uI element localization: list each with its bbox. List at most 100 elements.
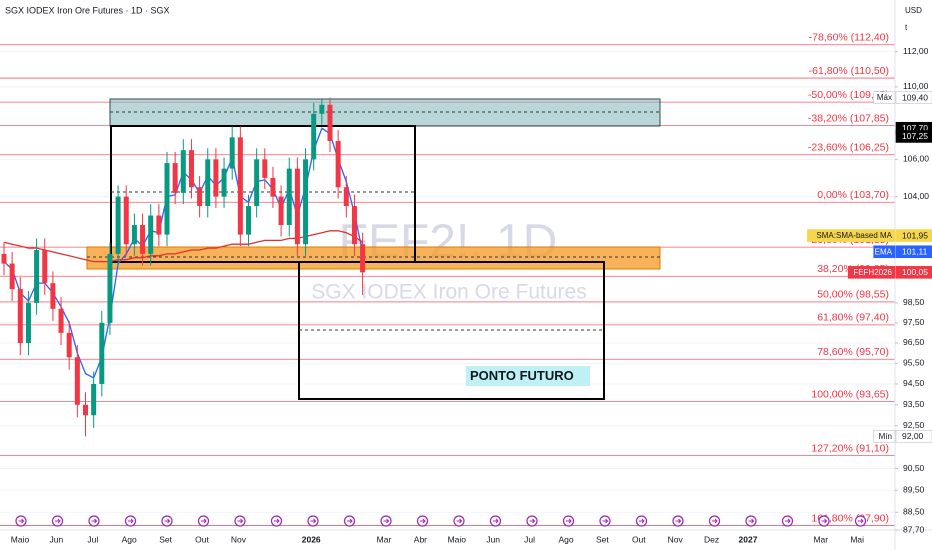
- range-box: [110, 125, 416, 263]
- currency: USD: [905, 6, 922, 15]
- fib-label: 78,60% (95,70): [817, 346, 889, 358]
- price-badge: [895, 430, 932, 443]
- price-badge-name: SMA:SMA-based MA: [816, 231, 892, 240]
- x-tick-label: Jul: [87, 534, 98, 544]
- price-badge-label: 107,25: [902, 131, 928, 141]
- price-badge: [895, 229, 932, 242]
- fib-label: 0,00% (103,70): [817, 189, 889, 201]
- candle-body: [229, 137, 235, 169]
- candle-body: [99, 322, 105, 384]
- price-badge: [895, 91, 932, 104]
- price-badge-tag: [873, 430, 896, 443]
- candle-body: [246, 206, 251, 235]
- fib-label: 127,20% (91,10): [811, 442, 889, 454]
- x-tick-label: 2027: [739, 534, 758, 544]
- event-icon-arrow: [858, 518, 864, 524]
- price-badge-label: 101,95: [902, 230, 928, 240]
- candle-body: [213, 159, 219, 197]
- x-tick-label: Ago: [558, 534, 573, 544]
- candle-body: [221, 168, 227, 197]
- fib-label: -23,60% (106,25): [808, 142, 889, 154]
- annotation-box: [466, 366, 590, 386]
- annotation: PONTO FUTURO: [470, 368, 574, 383]
- candle-body: [343, 187, 349, 207]
- y-tick-label: 112,00: [903, 46, 929, 56]
- support-zone: [86, 246, 661, 270]
- currency-sub: t: [905, 23, 908, 32]
- candle-body: [319, 104, 325, 114]
- event-icons: [15, 515, 867, 527]
- price-badge-label: 109,40: [902, 92, 928, 102]
- candle-body: [172, 163, 178, 193]
- candles: [1, 97, 366, 437]
- candle-body: [327, 104, 333, 142]
- price-badge-label: 107,70: [902, 123, 928, 133]
- candle-body: [140, 225, 146, 254]
- event-icon-arrow: [602, 518, 609, 524]
- candle-body: [50, 283, 56, 309]
- event-icon-arrow: [237, 518, 244, 524]
- price-badge-tag: [847, 266, 896, 279]
- fib-label: 61,80% (97,40): [817, 312, 889, 324]
- event-icon-arrow: [675, 518, 682, 524]
- fib-label: -78,60% (112,40): [809, 32, 889, 44]
- candle-body: [107, 253, 113, 323]
- x-tick-label: Maio: [11, 534, 30, 544]
- event-icon-arrow: [493, 518, 499, 524]
- y-tick-label: 90,50: [903, 463, 925, 473]
- x-tick-label: Mai: [850, 534, 864, 544]
- price-badge-name: EMA: [875, 247, 893, 256]
- x-tick-label: Mar: [813, 534, 828, 544]
- y-tick-label: 97,50: [903, 317, 925, 327]
- x-tick-label: Abr: [414, 534, 427, 544]
- candle-body: [9, 263, 15, 290]
- x-tick-label: Jun: [486, 534, 500, 544]
- price-badge-label: 92,00: [902, 431, 924, 441]
- resistance-zone: [109, 98, 661, 127]
- candle-body: [156, 215, 162, 235]
- axis-labels: 112,00 110,00 106,00 104,00 98,50 97,50 96,50 9…: [11, 46, 932, 544]
- candle-body: [351, 206, 357, 245]
- candle-body: [115, 196, 121, 254]
- candle-body: [74, 357, 80, 405]
- candle-body: [360, 244, 366, 273]
- price-badge: [895, 266, 932, 279]
- y-tick-label: 93,50: [903, 399, 925, 409]
- y-tick-label: 104,00: [903, 191, 929, 201]
- x-tick-label: Ago: [122, 534, 137, 544]
- candle-body: [311, 113, 317, 160]
- candle-body: [254, 159, 260, 207]
- grid: [0, 51, 895, 531]
- fib-label: 100,00% (93,65): [811, 388, 889, 400]
- event-icon-arrow: [529, 518, 536, 524]
- fib-label: 50,00% (98,55): [817, 289, 889, 301]
- indicator-line: [3, 230, 363, 263]
- event-icon-arrow: [310, 518, 317, 524]
- event-icon-arrow: [128, 518, 134, 524]
- price-badge-label: 100,05: [902, 267, 928, 277]
- candle-body: [270, 177, 276, 197]
- candle-body: [42, 249, 48, 284]
- candle-body: [58, 308, 64, 333]
- event-icon-arrow: [748, 518, 755, 524]
- candle-body: [303, 159, 309, 245]
- candle-body: [294, 168, 300, 245]
- price-badge-tag: [873, 245, 896, 259]
- candle-body: [83, 404, 88, 416]
- price-badge: [895, 130, 932, 143]
- x-tick-label: Jul: [524, 534, 535, 544]
- price-badge-name: Máx: [877, 93, 892, 102]
- x-tick-label: Nov: [668, 534, 684, 544]
- price-badge-label: 101,11: [902, 246, 928, 256]
- candle-body: [335, 141, 341, 188]
- event-icon-arrow: [821, 518, 828, 524]
- candle-body: [123, 196, 129, 245]
- candle-body: [262, 159, 268, 178]
- candle-body: [164, 163, 170, 235]
- x-tick-label: Set: [596, 534, 609, 544]
- event-icon-arrow: [639, 518, 645, 524]
- candle-body: [237, 137, 243, 235]
- y-tick-label: 110,00: [903, 81, 929, 91]
- event-icon-arrow: [347, 518, 353, 524]
